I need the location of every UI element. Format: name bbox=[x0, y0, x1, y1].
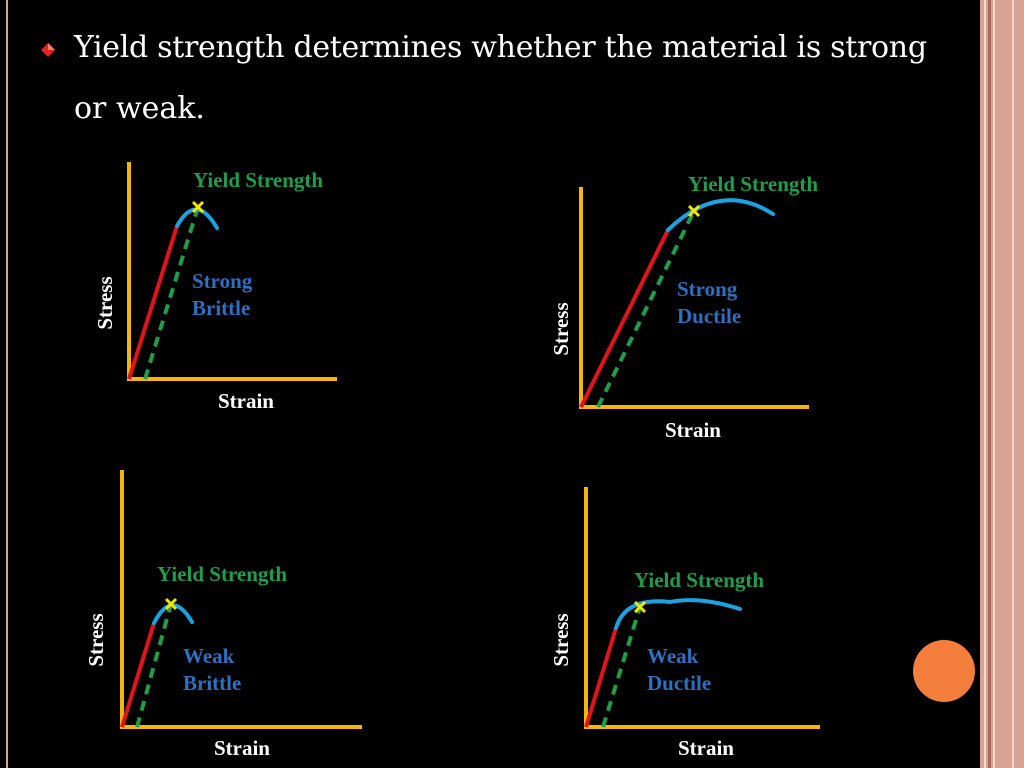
material-type-label-1: Strong bbox=[192, 269, 253, 293]
yield-point-marker bbox=[633, 600, 647, 614]
slide-title-line-1: Yield strength determines whether the ma… bbox=[74, 30, 927, 65]
material-type-label-2: Ductile bbox=[677, 304, 741, 328]
y-axis-label: Stress bbox=[549, 613, 573, 666]
material-type-label-1: Weak bbox=[183, 644, 235, 668]
orange-circle-button[interactable] bbox=[913, 640, 975, 702]
x-axis-label: Strain bbox=[665, 418, 721, 442]
right-border bbox=[980, 0, 1024, 768]
axes bbox=[120, 470, 362, 729]
border-stripe bbox=[993, 0, 995, 768]
x-axis-label: Strain bbox=[214, 736, 270, 760]
yield-point-marker bbox=[191, 200, 205, 214]
material-type-label-2: Brittle bbox=[192, 296, 250, 320]
diamond-bullet-icon bbox=[41, 43, 55, 57]
elastic-line bbox=[584, 627, 618, 728]
x-axis-label: Strain bbox=[218, 389, 274, 413]
yield-strength-label: Yield Strength bbox=[157, 562, 287, 586]
diagram-strong-brittle: Yield Strength Strong Brittle Stress Str… bbox=[93, 162, 337, 413]
x-axis-label: Strain bbox=[678, 736, 734, 760]
diagram-weak-ductile: Yield Strength Weak Ductile Stress Strai… bbox=[549, 487, 820, 760]
border-stripe bbox=[984, 0, 986, 768]
offset-line bbox=[601, 606, 642, 728]
border-stripe bbox=[988, 0, 991, 768]
diagram-weak-brittle: Yield Strength Weak Brittle Stress Strai… bbox=[84, 470, 362, 760]
yield-point-marker bbox=[687, 204, 701, 218]
elastic-line bbox=[127, 225, 179, 380]
left-border bbox=[6, 0, 8, 768]
y-axis-label: Stress bbox=[84, 613, 108, 666]
border-stripe bbox=[1012, 0, 1014, 768]
plastic-curve bbox=[614, 598, 742, 630]
material-type-label-2: Ductile bbox=[647, 671, 711, 695]
yield-strength-label: Yield Strength bbox=[688, 172, 818, 196]
elastic-line bbox=[120, 622, 156, 728]
yield-strength-label: Yield Strength bbox=[634, 568, 764, 592]
offset-line bbox=[143, 206, 200, 380]
yield-strength-label: Yield Strength bbox=[193, 168, 323, 192]
plastic-curve bbox=[666, 198, 775, 232]
material-type-label-1: Weak bbox=[647, 644, 699, 668]
slide-title-line-2: or weak. bbox=[74, 91, 205, 126]
elastic-line bbox=[579, 229, 670, 408]
y-axis-label: Stress bbox=[549, 302, 573, 355]
diagram-strong-ductile: Yield Strength Strong Ductile Stress Str… bbox=[549, 172, 818, 442]
offset-line bbox=[596, 210, 696, 408]
offset-line bbox=[135, 603, 173, 728]
material-type-label-2: Brittle bbox=[183, 671, 241, 695]
y-axis-label: Stress bbox=[93, 276, 117, 329]
yield-point-marker bbox=[164, 597, 178, 611]
material-type-label-1: Strong bbox=[677, 277, 738, 301]
